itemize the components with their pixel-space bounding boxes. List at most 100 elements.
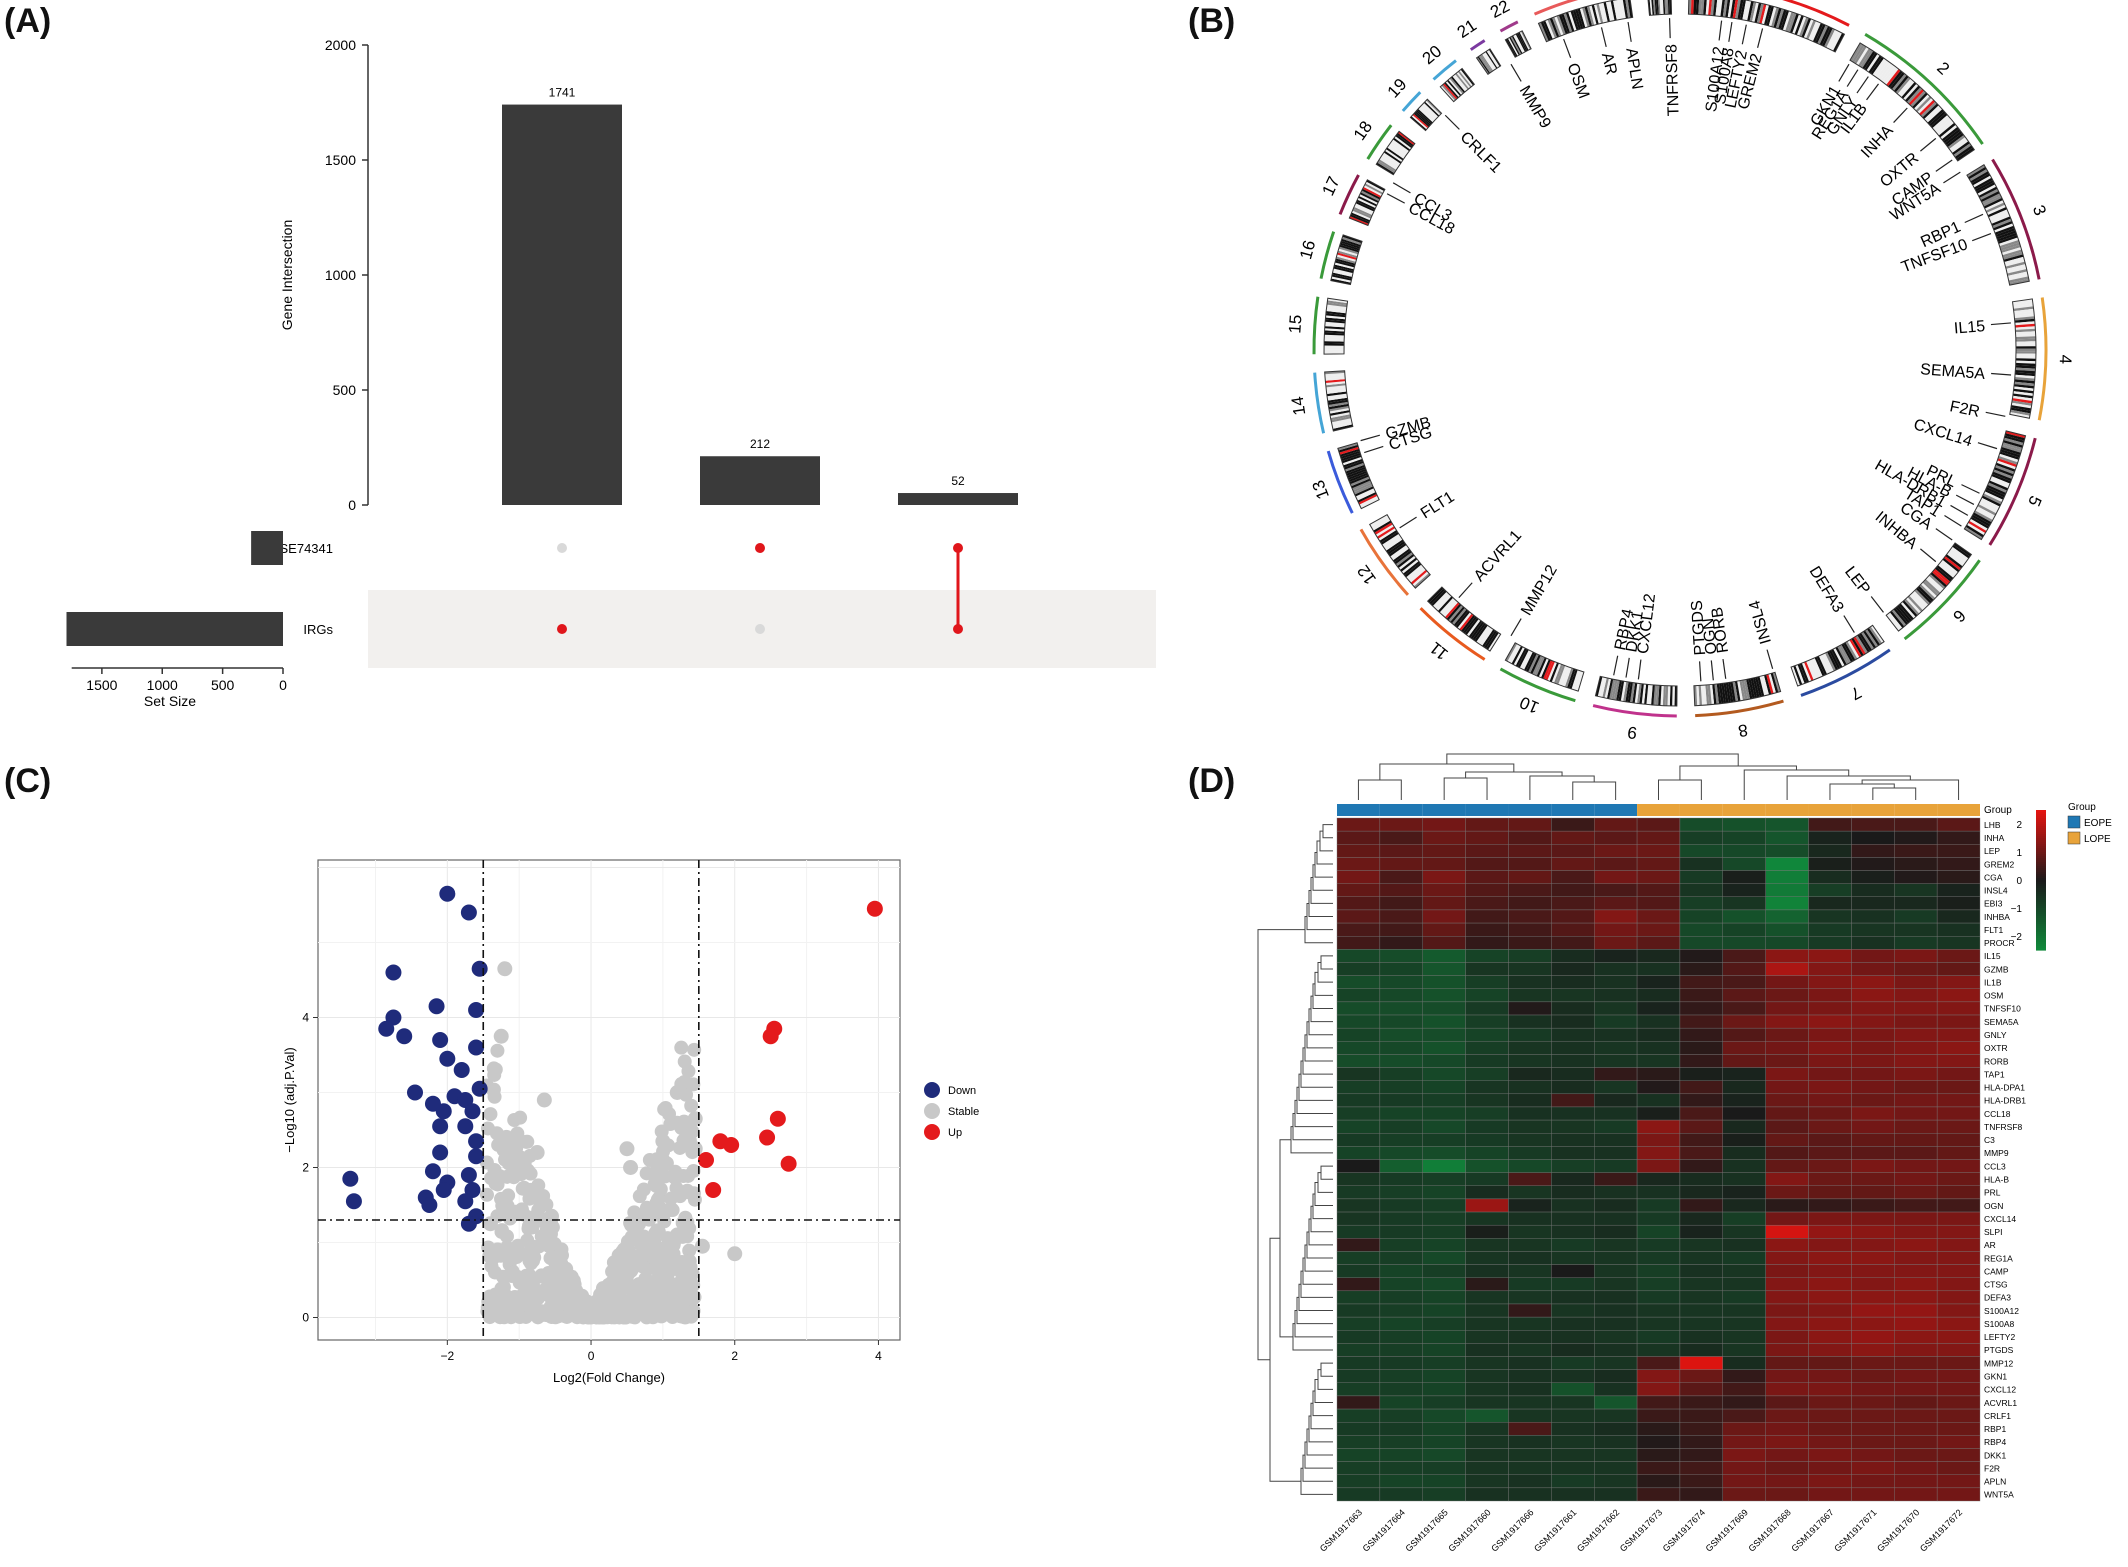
- color-scale-segment: [2036, 910, 2046, 913]
- color-scale-segment: [2036, 898, 2046, 901]
- heatmap-cell: [1722, 1211, 1766, 1226]
- chromosome-band: [1864, 52, 1878, 71]
- chromosome-outline: [1426, 586, 1502, 652]
- chromosome-band: [1672, 685, 1675, 706]
- chromosome-band: [2014, 384, 2035, 389]
- row-label: ACVRL1: [1984, 1398, 2017, 1408]
- heatmap-cell: [1422, 1277, 1466, 1292]
- chromosome-band: [1759, 4, 1767, 25]
- chromosome-band: [1328, 401, 1349, 408]
- heatmap-cell: [1336, 1198, 1381, 1213]
- chromosome-band: [1325, 385, 1347, 390]
- chromosome-band: [1965, 524, 1984, 538]
- chromosome-band: [1547, 661, 1557, 682]
- heatmap-cell: [1422, 1303, 1466, 1318]
- heatmap-cell: [1722, 817, 1766, 832]
- chromosome-band: [2001, 444, 2022, 453]
- chromosome-band: [1353, 484, 1373, 495]
- heatmap-cell: [1894, 1146, 1938, 1160]
- heatmap-cell: [1894, 1172, 1938, 1186]
- chromosome-band: [1390, 140, 1409, 155]
- heatmap-cell: [1894, 1277, 1938, 1292]
- heatmap-cell: [1379, 1185, 1423, 1200]
- heatmap-cell: [1594, 1303, 1638, 1318]
- chromosome-band: [1448, 605, 1464, 622]
- chromosome-band: [1584, 6, 1593, 27]
- chromosome-band: [1874, 59, 1889, 78]
- heatmap-cell: [1894, 936, 1938, 950]
- chromosome-band: [1860, 49, 1874, 68]
- heatmap-cell: [1679, 975, 1723, 989]
- chromosome-label: 10: [1517, 692, 1542, 717]
- chromosome-band: [1437, 596, 1454, 613]
- column-label: GSM1917663: [1318, 1507, 1364, 1553]
- heatmap-cell: [1851, 1001, 1895, 1016]
- chromosome-band: [1971, 514, 1991, 527]
- gene-tick: [1935, 528, 1953, 541]
- chromosome-band: [1397, 131, 1415, 146]
- gene-tick: [1722, 658, 1727, 679]
- chromosome-band: [1910, 592, 1927, 609]
- gene-tick: [1870, 596, 1884, 613]
- heatmap-cell: [1765, 1474, 1809, 1489]
- heatmap-cell: [1508, 1067, 1552, 1081]
- chromosome-band: [1709, 684, 1715, 705]
- chromosome-band: [2014, 316, 2035, 321]
- heatmap-cell: [1765, 1106, 1809, 1121]
- color-scale-segment: [2036, 902, 2046, 905]
- heatmap-cell: [1936, 936, 1981, 950]
- chromosome-band: [1451, 608, 1467, 625]
- heatmap-cell: [1508, 1408, 1552, 1423]
- chromosome-band: [1562, 667, 1572, 687]
- chromosome-band: [2015, 367, 2036, 372]
- chromosome-band: [1810, 22, 1821, 42]
- chromosome-outline: [1885, 542, 1973, 632]
- chromosome-band: [1906, 87, 1923, 104]
- heatmap-cell: [1594, 1159, 1638, 1173]
- heatmap-cell: [1722, 1369, 1766, 1383]
- chromosome-band: [1327, 298, 1348, 304]
- row-label: DEFA3: [1984, 1293, 2011, 1303]
- group-legend-label: EOPE: [2084, 818, 2112, 829]
- point-stable: [512, 1245, 527, 1260]
- heatmap-cell: [1894, 1067, 1938, 1081]
- chromosome-band: [1935, 118, 1953, 134]
- heatmap-cell: [1551, 1382, 1595, 1397]
- chromosome-band: [1517, 32, 1528, 52]
- gene-tick: [1718, 20, 1723, 41]
- chromosome-arc: [1419, 607, 1486, 661]
- point-stable: [687, 1111, 703, 1127]
- chromosome-band: [1865, 629, 1879, 648]
- point-stable: [490, 1043, 505, 1058]
- heatmap-cell: [1422, 1448, 1466, 1462]
- chromosome-band: [1536, 657, 1547, 677]
- chromosome-band: [1472, 622, 1486, 641]
- point-stable: [559, 1270, 574, 1285]
- set-size-tick-label: 1000: [147, 677, 178, 693]
- chromosome-outline: [1790, 624, 1885, 687]
- heatmap-cell: [1722, 1251, 1766, 1265]
- chromosome-band: [1335, 256, 1356, 264]
- group-legend-swatch: [2067, 831, 2081, 845]
- chromosome-label: 3: [2029, 202, 2050, 218]
- row-label: RBP4: [1984, 1437, 2006, 1447]
- chromosome-band: [2015, 338, 2036, 342]
- heatmap-cell: [1808, 1027, 1852, 1042]
- color-scale-segment: [2036, 856, 2046, 859]
- chromosome-band: [2005, 430, 2026, 439]
- chromosome-arc: [1800, 648, 1891, 697]
- heatmap-cell: [1465, 1251, 1509, 1265]
- heatmap-cell: [1422, 949, 1466, 963]
- heatmap-cell: [1508, 1027, 1552, 1042]
- chromosome-label: 18: [1350, 118, 1376, 144]
- heatmap-cell: [1508, 1448, 1552, 1462]
- heatmap-cell: [1336, 830, 1381, 845]
- color-scale-segment: [2036, 882, 2046, 885]
- heatmap-cell: [1508, 1251, 1552, 1265]
- heatmap-cell: [1679, 949, 1723, 963]
- legend-label: Up: [948, 1127, 962, 1139]
- heatmap-cell: [1722, 1054, 1766, 1068]
- heatmap-cell: [1936, 1435, 1981, 1449]
- color-scale-segment: [2036, 830, 2046, 833]
- heatmap-cell: [1894, 1014, 1938, 1029]
